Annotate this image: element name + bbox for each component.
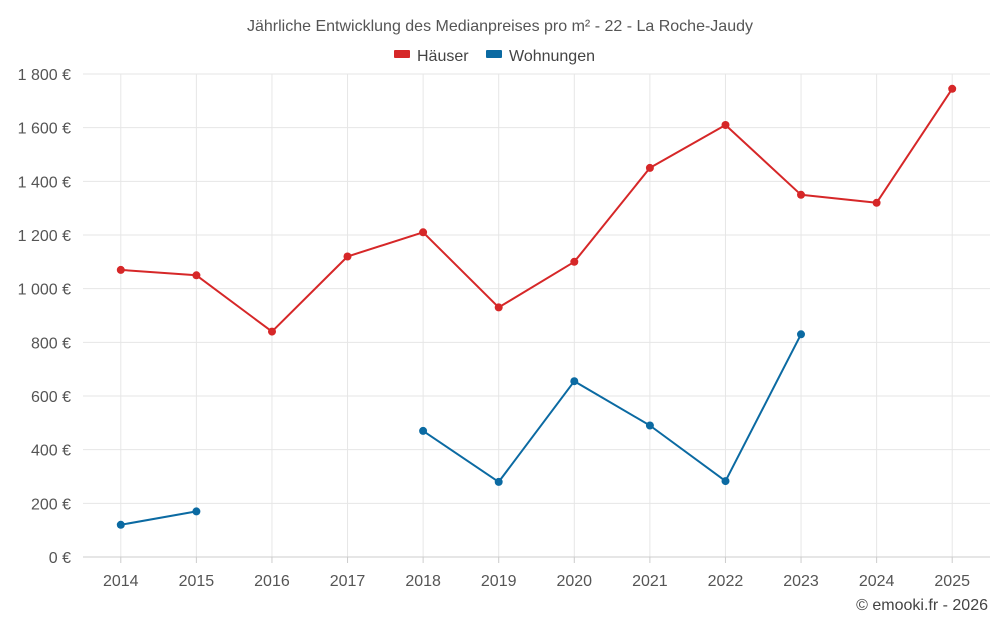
data-point[interactable] [721, 477, 730, 486]
x-axis-ticks: 2014 2015 2016 2017 2018 2019 2020 2021 2022 2023… [103, 557, 970, 590]
data-point[interactable] [494, 477, 503, 486]
legend-swatch-wohnungen [486, 50, 502, 58]
x-tick-label: 2014 [103, 573, 139, 590]
gridlines [83, 73, 990, 557]
y-tick-label: 1 200 € [18, 228, 71, 245]
legend: Häuser Wohnungen [394, 48, 595, 65]
data-point[interactable] [192, 271, 201, 280]
data-point[interactable] [116, 520, 125, 529]
series-1 [116, 330, 805, 529]
credit-text: © emooki.fr - 2026 [856, 597, 988, 614]
x-tick-label: 2017 [330, 573, 366, 590]
data-point[interactable] [116, 265, 125, 274]
data-point[interactable] [494, 303, 503, 312]
data-point[interactable] [872, 198, 881, 207]
x-tick-label: 2018 [405, 573, 441, 590]
y-tick-label: 400 € [31, 443, 71, 460]
y-tick-label: 1 000 € [18, 282, 71, 299]
x-tick-label: 2016 [254, 573, 290, 590]
legend-swatch-haeuser [394, 50, 410, 58]
data-point[interactable] [797, 330, 805, 339]
y-tick-label: 1 400 € [18, 174, 71, 191]
chart-title: Jährliche Entwicklung des Medianpreises … [247, 18, 753, 35]
data-point[interactable] [570, 377, 579, 386]
legend-item-haeuser[interactable]: Häuser [394, 48, 469, 65]
data-point[interactable] [343, 252, 352, 261]
series-line [120, 510, 197, 526]
x-tick-label: 2020 [556, 573, 592, 590]
series-line [120, 88, 954, 333]
series-0 [116, 84, 957, 336]
x-tick-label: 2023 [783, 573, 819, 590]
x-tick-label: 2015 [179, 573, 215, 590]
y-tick-label: 600 € [31, 389, 71, 406]
legend-label-haeuser: Häuser [417, 48, 469, 65]
y-tick-label: 200 € [31, 496, 71, 513]
y-tick-label: 0 € [49, 550, 71, 567]
x-tick-label: 2022 [708, 573, 744, 590]
data-point[interactable] [192, 507, 201, 516]
data-point[interactable] [419, 228, 428, 237]
series-layer [116, 84, 957, 529]
x-tick-label: 2025 [934, 573, 970, 590]
y-tick-label: 800 € [31, 335, 71, 352]
data-point[interactable] [645, 421, 654, 430]
y-axis-ticks: 0 € 200 € 400 € 600 € 800 € 1 000 € 1 200 € 1 4… [18, 67, 71, 567]
data-point[interactable] [797, 190, 805, 199]
data-point[interactable] [721, 121, 730, 129]
y-tick-label: 1 800 € [18, 67, 71, 84]
data-point[interactable] [645, 163, 654, 172]
x-tick-label: 2024 [859, 573, 895, 590]
data-point[interactable] [419, 426, 428, 435]
legend-label-wohnungen: Wohnungen [509, 48, 595, 65]
data-point[interactable] [570, 257, 579, 266]
data-point[interactable] [268, 327, 276, 336]
data-point[interactable] [948, 84, 957, 93]
x-tick-label: 2019 [481, 573, 517, 590]
y-tick-label: 1 600 € [18, 121, 71, 138]
legend-item-wohnungen[interactable]: Wohnungen [486, 48, 595, 65]
series-line [422, 333, 802, 483]
x-tick-label: 2021 [632, 573, 668, 590]
